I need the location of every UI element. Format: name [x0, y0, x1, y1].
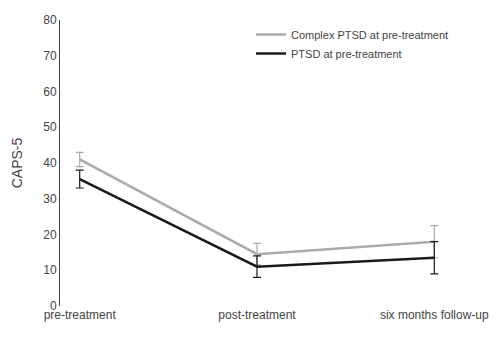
svg-text:80: 80 [43, 13, 57, 27]
svg-text:10: 10 [43, 263, 57, 277]
svg-text:Complex PTSD at pre-treatment: Complex PTSD at pre-treatment [291, 29, 448, 41]
svg-text:60: 60 [43, 85, 57, 99]
svg-text:CAPS-5: CAPS-5 [9, 138, 25, 189]
svg-text:0: 0 [50, 299, 57, 313]
svg-text:PTSD at pre-treatment: PTSD at pre-treatment [291, 48, 402, 60]
svg-text:post-treatment: post-treatment [218, 308, 296, 322]
svg-text:20: 20 [43, 228, 57, 242]
svg-text:30: 30 [43, 192, 57, 206]
svg-text:40: 40 [43, 156, 57, 170]
svg-text:70: 70 [43, 49, 57, 63]
svg-text:50: 50 [43, 120, 57, 134]
svg-text:six months follow-up: six months follow-up [380, 308, 489, 322]
svg-text:pre-treatment: pre-treatment [44, 308, 117, 322]
